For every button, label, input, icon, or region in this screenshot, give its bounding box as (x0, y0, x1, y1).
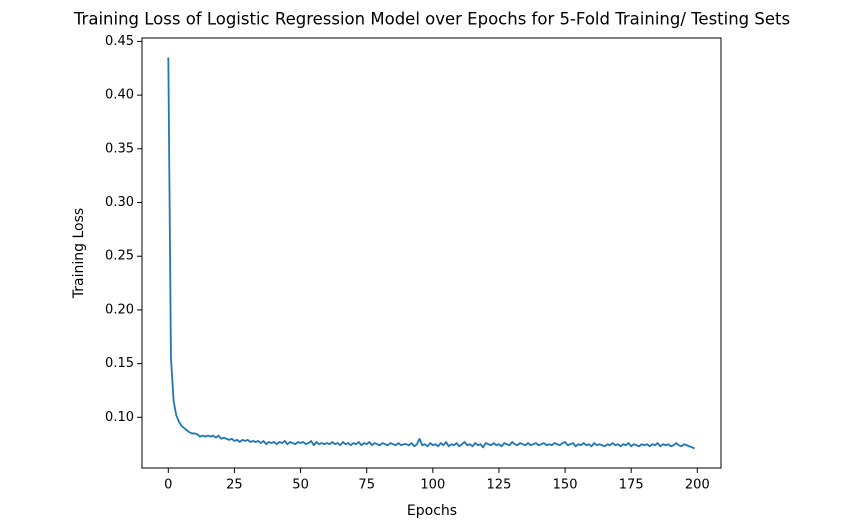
plot-frame (141, 37, 722, 469)
x-tick-label: 200 (685, 478, 710, 493)
loss-line (167, 57, 696, 450)
x-tick-label: 175 (619, 478, 644, 493)
chart-title: Training Loss of Logistic Regression Mod… (73, 10, 790, 29)
y-tick-label: 0.25 (105, 249, 134, 264)
x-tick-label: 75 (358, 478, 375, 493)
x-tick-label: 25 (226, 478, 243, 493)
y-tick-label: 0.10 (105, 410, 134, 425)
y-tick-label: 0.20 (105, 302, 134, 317)
x-tick-label: 0 (164, 478, 172, 493)
x-tick-label: 50 (292, 478, 309, 493)
y-tick-label: 0.30 (105, 195, 134, 210)
y-tick-label: 0.15 (105, 356, 134, 371)
x-axis-label: Epochs (407, 503, 457, 519)
y-tick-label: 0.45 (105, 34, 134, 49)
y-tick-label: 0.35 (105, 141, 134, 156)
x-tick-label: 150 (553, 478, 578, 493)
x-tick-label: 125 (487, 478, 512, 493)
y-axis-label: Training Loss (71, 208, 87, 299)
x-tick-label: 100 (420, 478, 445, 493)
y-tick-label: 0.40 (105, 88, 134, 103)
